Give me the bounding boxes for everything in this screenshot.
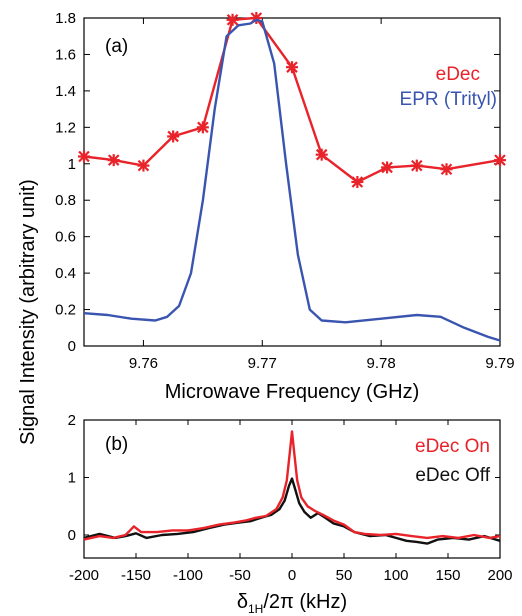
panel-a: 9.76 9.77 9.78 9.79 0 0.2 0.4 0.6 0.8 1 1.2 1.4 1.6 1…	[55, 10, 514, 403]
panel-a-ticks: 9.76 9.77 9.78 9.79 0 0.2 0.4 0.6 0.8 1 1.2 1.4 1.6 1…	[55, 10, 514, 372]
panel-b-label: (b)	[105, 434, 128, 455]
panel-a-frame	[83, 17, 501, 347]
panel-b-series-edec-on	[83, 430, 501, 541]
legend-edec-on: eDec On	[415, 436, 490, 457]
panel-a-y-tick-label: 1.2	[55, 119, 76, 136]
panel-b-y-tick-label: 1	[68, 470, 76, 487]
panel-b-series-edec-off	[83, 477, 501, 545]
x-axis-label-a: Microwave Frequency (GHz)	[165, 381, 420, 403]
panel-a-y-tick-label: 0	[68, 338, 76, 355]
panel-a-point-edec	[315, 148, 328, 161]
panel-a-point-edec	[137, 159, 150, 172]
x-axis-label-b-rest: /2π (kHz)	[263, 591, 347, 613]
panel-a-x-tick-label: 9.77	[248, 355, 277, 372]
panel-a-x-tick-label: 9.79	[485, 355, 514, 372]
panel-a-point-edec	[494, 154, 506, 167]
panel-a-point-edec	[226, 13, 239, 26]
panel-a-point-edec	[286, 61, 298, 74]
legend-edec: eDec	[436, 64, 480, 85]
panel-b-ticks: -200 -150 -100 -50 0 50 100 150 200 0 1 2	[68, 412, 513, 584]
panel-a-point-edec	[381, 161, 394, 174]
panel-a-point-edec	[167, 130, 180, 143]
x-axis-label-b: δ1H/2π (kHz)	[237, 591, 347, 616]
panel-b: -200 -150 -100 -50 0 50 100 150 200 0 1 2 (b) eDec …	[68, 412, 513, 616]
panel-b-x-tick-label: 150	[435, 567, 460, 584]
panel-b-x-tick-label: -150	[121, 567, 151, 584]
panel-a-point-edec	[107, 154, 120, 167]
panel-a-y-tick-label: 0.2	[55, 302, 76, 319]
panel-b-x-tick-label: -100	[173, 567, 203, 584]
panel-b-x-tick-label: -200	[69, 567, 99, 584]
panel-b-x-tick-label: 100	[383, 567, 408, 584]
panel-a-point-edec	[440, 163, 453, 176]
panel-a-point-edec	[410, 159, 423, 172]
panel-b-x-tick-label: 50	[336, 567, 353, 584]
panel-a-y-tick-label: 1.8	[55, 10, 76, 27]
panel-a-x-tick-label: 9.76	[129, 355, 158, 372]
panel-b-x-tick-label: 0	[288, 567, 296, 584]
panel-a-y-tick-label: 1	[68, 156, 76, 173]
legend-edec-off: eDec Off	[415, 465, 490, 486]
y-axis-label: Signal Intensity (arbitrary unit)	[17, 179, 39, 445]
panel-a-point-edec	[78, 150, 90, 163]
panel-b-x-tick-label: -50	[229, 567, 251, 584]
panel-a-y-tick-label: 1.6	[55, 46, 76, 63]
panel-b-y-tick-label: 2	[68, 412, 76, 429]
panel-a-y-tick-label: 0.4	[55, 265, 76, 282]
panel-b-series	[83, 430, 501, 545]
panel-a-label: (a)	[105, 36, 128, 57]
panel-a-point-edec	[196, 121, 209, 134]
panel-a-y-tick-label: 1.4	[55, 83, 76, 100]
panel-a-point-edec	[351, 176, 364, 188]
panel-b-x-tick-label: 200	[487, 567, 512, 584]
legend-epr-trityl: EPR (Trityl)	[400, 89, 497, 110]
panel-b-y-tick-label: 0	[68, 527, 76, 544]
x-axis-label-b-main: δ	[237, 591, 248, 613]
x-axis-label-b-sub: 1H	[248, 602, 263, 616]
panel-a-series-epr-trityl	[83, 18, 501, 342]
panel-a-y-tick-label: 0.8	[55, 192, 76, 209]
panel-a-y-tick-label: 0.6	[55, 229, 76, 246]
panel-a-x-tick-label: 9.78	[367, 355, 396, 372]
panel-a-series	[78, 12, 506, 342]
